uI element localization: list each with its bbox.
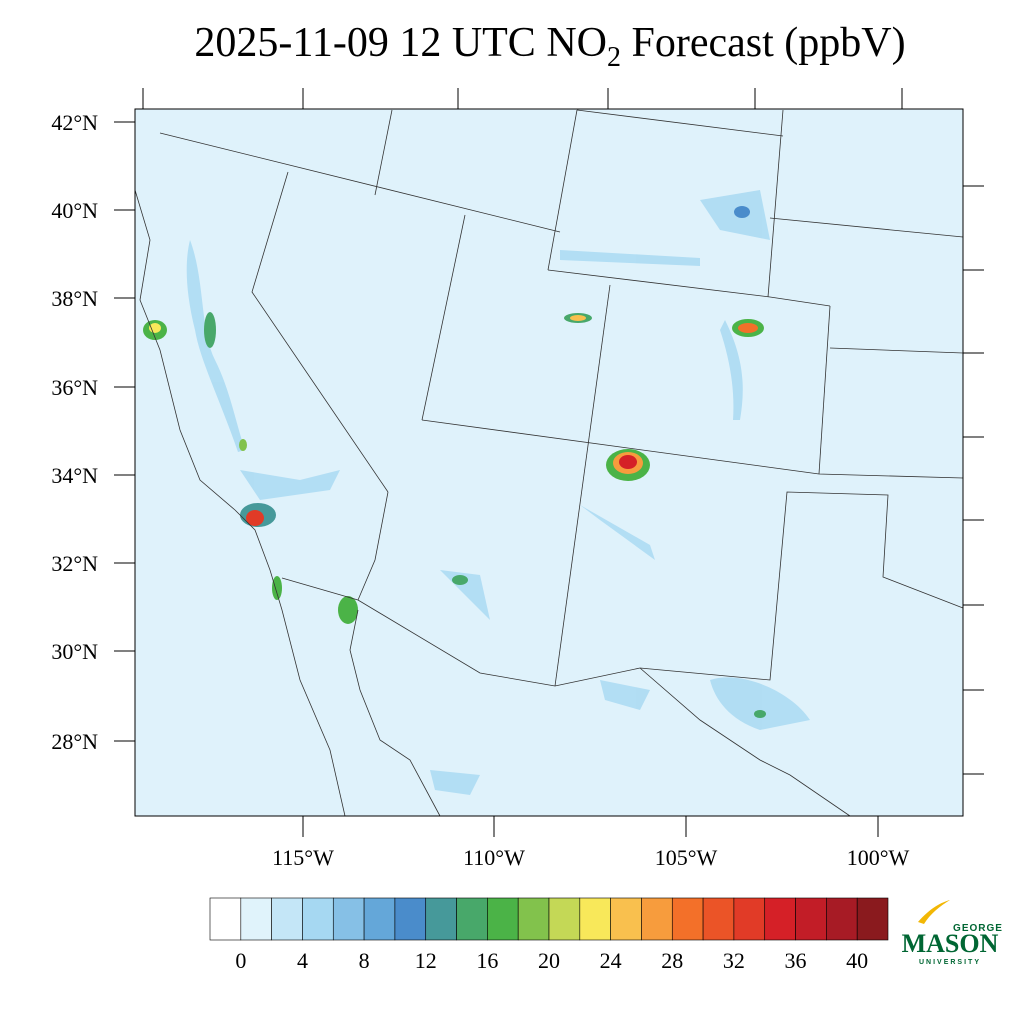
- colorbar-box: [641, 897, 673, 941]
- frame-ticks: [114, 88, 984, 837]
- colorbar-box: [425, 897, 457, 941]
- logo-top: GEORGE: [953, 923, 1003, 934]
- colorbar-box: [671, 897, 704, 941]
- colorbar-label: 32: [723, 948, 745, 973]
- lat-label: 34°N: [51, 463, 98, 488]
- colorbar-box: [610, 897, 642, 941]
- lat-label: 42°N: [51, 110, 98, 135]
- colorbar-label: 16: [476, 948, 498, 973]
- logo: GEORGE MASON UNIVERSITY: [902, 900, 1003, 966]
- colorbar-box: [733, 897, 766, 941]
- lat-label: 28°N: [51, 729, 98, 754]
- lon-label: 105°W: [655, 845, 718, 870]
- map: [134, 108, 964, 817]
- title: 2025-11-09 12 UTC NO2 Forecast (ppbV): [194, 20, 905, 73]
- colorbar-box: [517, 897, 550, 941]
- lat-label: 38°N: [51, 286, 98, 311]
- colorbar-box: [209, 897, 242, 941]
- colorbar-label: 20: [538, 948, 560, 973]
- colorbar: 0 4 8 12 16 20 24 28 32 36 40: [209, 897, 889, 973]
- colorbar-box: [548, 897, 581, 941]
- lat-label: 30°N: [51, 639, 98, 664]
- colorbar-box: [795, 897, 827, 941]
- colorbar-label: 4: [297, 948, 308, 973]
- logo-bottom: UNIVERSITY: [919, 959, 981, 966]
- colorbar-label: 0: [235, 948, 246, 973]
- axis-labels: 42°N 40°N 38°N 36°N 34°N 32°N 30°N 28°N 115°W 110…: [51, 110, 909, 870]
- colorbar-label: 40: [846, 948, 868, 973]
- colorbar-label: 12: [415, 948, 437, 973]
- logo-name: MASON: [902, 929, 999, 958]
- title-suffix: Forecast (ppbV): [621, 20, 906, 66]
- colorbar-box: [487, 897, 519, 941]
- map-background: [135, 109, 963, 816]
- colorbar-box: [702, 897, 735, 941]
- map-frame: [134, 108, 964, 817]
- title-text: 2025-11-09 12 UTC NO: [194, 20, 607, 66]
- colorbar-box: [271, 897, 303, 941]
- logo-swoosh: [918, 900, 950, 924]
- colorbar-box: [332, 897, 365, 941]
- colorbar-label: 8: [359, 948, 370, 973]
- colorbar-box: [394, 897, 427, 941]
- lon-label: 110°W: [463, 845, 525, 870]
- colorbar-box: [826, 897, 858, 941]
- colorbar-box: [363, 897, 396, 941]
- colorbar-box: [302, 897, 334, 941]
- borders: [134, 109, 964, 817]
- lon-label: 100°W: [847, 845, 910, 870]
- lat-label: 32°N: [51, 551, 98, 576]
- colorbar-label: 24: [600, 948, 622, 973]
- colorbar-box: [240, 897, 272, 941]
- colorbar-box: [579, 897, 611, 941]
- lat-label: 36°N: [51, 375, 98, 400]
- lat-label: 40°N: [51, 198, 98, 223]
- lon-label: 115°W: [272, 845, 334, 870]
- colorbar-label: 28: [661, 948, 683, 973]
- title-subscript: 2: [607, 42, 621, 73]
- colorbar-box: [764, 897, 796, 941]
- colorbar-box: [456, 897, 488, 941]
- colorbar-label: 36: [785, 948, 807, 973]
- hotspots: [143, 206, 766, 718]
- colorbar-box: [856, 897, 889, 941]
- plumes: [186, 190, 810, 795]
